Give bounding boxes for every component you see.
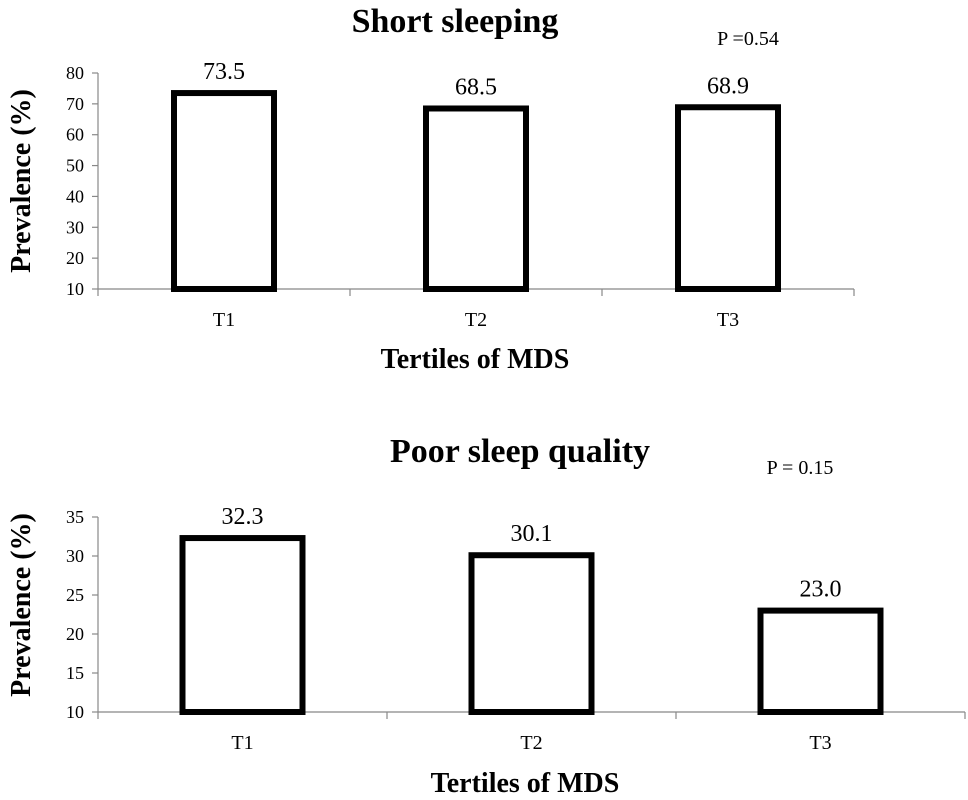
x-tick-label: T3 [809, 732, 831, 754]
data-label: 68.5 [455, 74, 497, 100]
y-tick-label: 15 [66, 663, 84, 683]
bar-t2 [468, 552, 595, 715]
y-tick-label: 25 [66, 585, 84, 605]
data-label: 32.3 [222, 504, 264, 530]
p-value-annotation: P = 0.15 [767, 457, 834, 479]
y-axis-label: Prevalence (%) [6, 89, 37, 273]
data-label: 23.0 [800, 577, 842, 603]
y-tick-label: 30 [66, 546, 84, 566]
bar-t3 [675, 104, 781, 292]
x-tick-label: T2 [465, 309, 487, 331]
y-axis-label: Prevalence (%) [6, 513, 37, 697]
x-tick-label: T1 [213, 309, 235, 331]
y-tick-label: 50 [66, 156, 84, 176]
y-tick-label: 20 [66, 624, 84, 644]
plot-area: 10 20 30 40 50 60 70 80 73.5 T1 68.5 T2 68.9 T3 [66, 59, 855, 331]
x-axis-label: Tertiles of MDS [381, 344, 570, 375]
y-tick-label: 35 [66, 507, 84, 527]
bar-t3 [757, 607, 884, 715]
y-tick-label: 40 [66, 186, 84, 206]
y-tick-label: 30 [66, 217, 84, 237]
y-tick-label: 20 [66, 248, 84, 268]
y-tick-label: 80 [66, 63, 84, 83]
chart-title: Short sleeping [352, 3, 559, 40]
x-tick-label: T1 [231, 732, 253, 754]
plot-area: 10 15 20 25 30 35 32.3 T1 30.1 T2 23.0 T3 [66, 504, 966, 754]
chart-short-sleeping: Short sleeping P =0.54 Prevalence (%) Te… [6, 3, 855, 375]
chart-title: Poor sleep quality [390, 433, 650, 470]
p-value-annotation: P =0.54 [717, 28, 779, 50]
x-tick-label: T3 [717, 309, 739, 331]
y-tick-label: 10 [66, 702, 84, 722]
y-tick-label: 10 [66, 279, 84, 299]
bar-t1 [179, 535, 306, 715]
data-label: 73.5 [203, 59, 245, 85]
chart-poor-sleep-quality: Poor sleep quality P = 0.15 Prevalence (… [6, 433, 966, 799]
data-label: 68.9 [707, 73, 749, 99]
y-tick-label: 70 [66, 94, 84, 114]
data-label: 30.1 [511, 521, 553, 547]
y-tick-label: 60 [66, 125, 84, 145]
bar-t1 [171, 90, 277, 292]
bar-t2 [423, 105, 529, 292]
x-axis-label: Tertiles of MDS [431, 768, 620, 799]
x-tick-label: T2 [520, 732, 542, 754]
